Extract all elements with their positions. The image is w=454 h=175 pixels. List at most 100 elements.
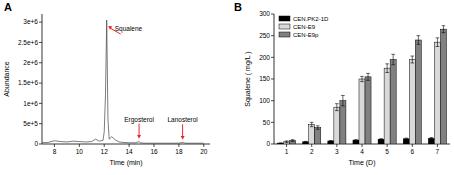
bar [378,139,384,144]
panel-label: B [234,1,242,13]
x-tick-label: 7 [436,148,440,155]
x-tick-label: 1 [285,148,289,155]
error-line [418,36,419,45]
error-cap [316,129,320,130]
figure: A05e+51e+61.5e+62e+62.5e+63e+6AbundanceT… [0,0,454,175]
y-tick [271,79,274,80]
y-tick [271,14,274,15]
error-cap [430,139,434,140]
error-bar [442,26,446,33]
y-tick-label: 0 [266,140,270,147]
y-tick-label: 1e+6 [23,100,38,107]
bar [340,101,346,144]
bar [403,139,409,144]
error-cap [291,139,295,140]
error-line [393,54,394,64]
y-tick-label: 2e+6 [23,59,38,66]
y-tick-label: 0 [34,140,38,147]
error-cap [285,140,289,141]
y-tick [271,122,274,123]
error-bar [291,140,295,142]
bar [384,68,390,144]
error-cap [285,142,289,143]
bar [359,79,365,144]
x-tick [362,144,363,147]
bar [290,141,296,144]
bar [303,142,309,144]
error-line [336,104,337,111]
error-bar [410,56,414,63]
error-cap [385,63,389,64]
error-bar [316,126,320,129]
x-axis-label: Time (D) [349,159,376,167]
error-cap [304,142,308,143]
y-tick-label: 150 [259,75,270,82]
x-tick-label: 2 [310,148,314,155]
legend: CEN.PK2-1DCEN-E9CEN-E9p [279,16,329,38]
error-cap [335,103,339,104]
error-line [387,64,388,73]
arrow-head [181,136,185,140]
error-cap [366,73,370,74]
error-cap [279,143,283,144]
plot-area [42,20,204,143]
error-bar [310,122,314,126]
annotation-arrow [182,124,183,137]
bar [415,40,421,144]
bar [440,29,446,144]
error-cap [385,72,389,73]
error-bar [366,73,370,80]
error-bar [436,38,440,47]
annotation-arrow [110,28,121,34]
y-tick [39,123,42,124]
x-tick [104,144,105,147]
error-bar [417,36,421,45]
error-cap [291,141,295,142]
y-tick-label: 100 [259,97,270,104]
error-bar [430,138,434,140]
x-tick-label: 3 [335,148,339,155]
error-cap [430,137,434,138]
x-tick-label: 4 [360,148,364,155]
bar [409,60,415,145]
error-bar [404,138,408,139]
error-cap [341,95,345,96]
error-cap [304,141,308,142]
bar [428,138,434,144]
line-chart: A05e+51e+61.5e+62e+62.5e+63e+6AbundanceT… [3,1,210,167]
y-tick-label: 300 [259,10,270,17]
bar [365,77,371,144]
x-tick [54,144,55,147]
error-line [443,26,444,33]
x-tick-label: 5 [385,148,389,155]
error-line [362,76,363,81]
error-cap [329,140,333,141]
error-cap [310,122,314,123]
plot-area [278,26,447,144]
annotation-arrow [139,124,140,137]
error-cap [316,125,320,126]
error-cap [279,142,283,143]
bar [390,60,396,145]
bar-chart: B050100150200250300Squalene ( mg/L )Time… [234,1,450,167]
y-axis-label: Abundance [3,61,10,97]
x-tick-label: 18 [175,148,183,155]
x-tick [336,144,337,147]
y-tick-label: 3e+6 [23,18,38,25]
x-tick-label: 16 [150,148,158,155]
error-bar [279,142,283,143]
y-tick-label: 5e+5 [23,120,38,127]
error-cap [310,126,314,127]
x-tick [79,144,80,147]
error-bar [360,76,364,81]
x-tick-label: 10 [76,148,84,155]
error-bar [329,140,333,142]
bar [328,141,334,144]
x-tick [437,144,438,147]
y-tick [271,144,274,145]
x-tick [412,144,413,147]
legend-swatch [279,32,290,37]
error-line [311,122,312,126]
error-cap [442,32,446,33]
bar [353,140,359,144]
